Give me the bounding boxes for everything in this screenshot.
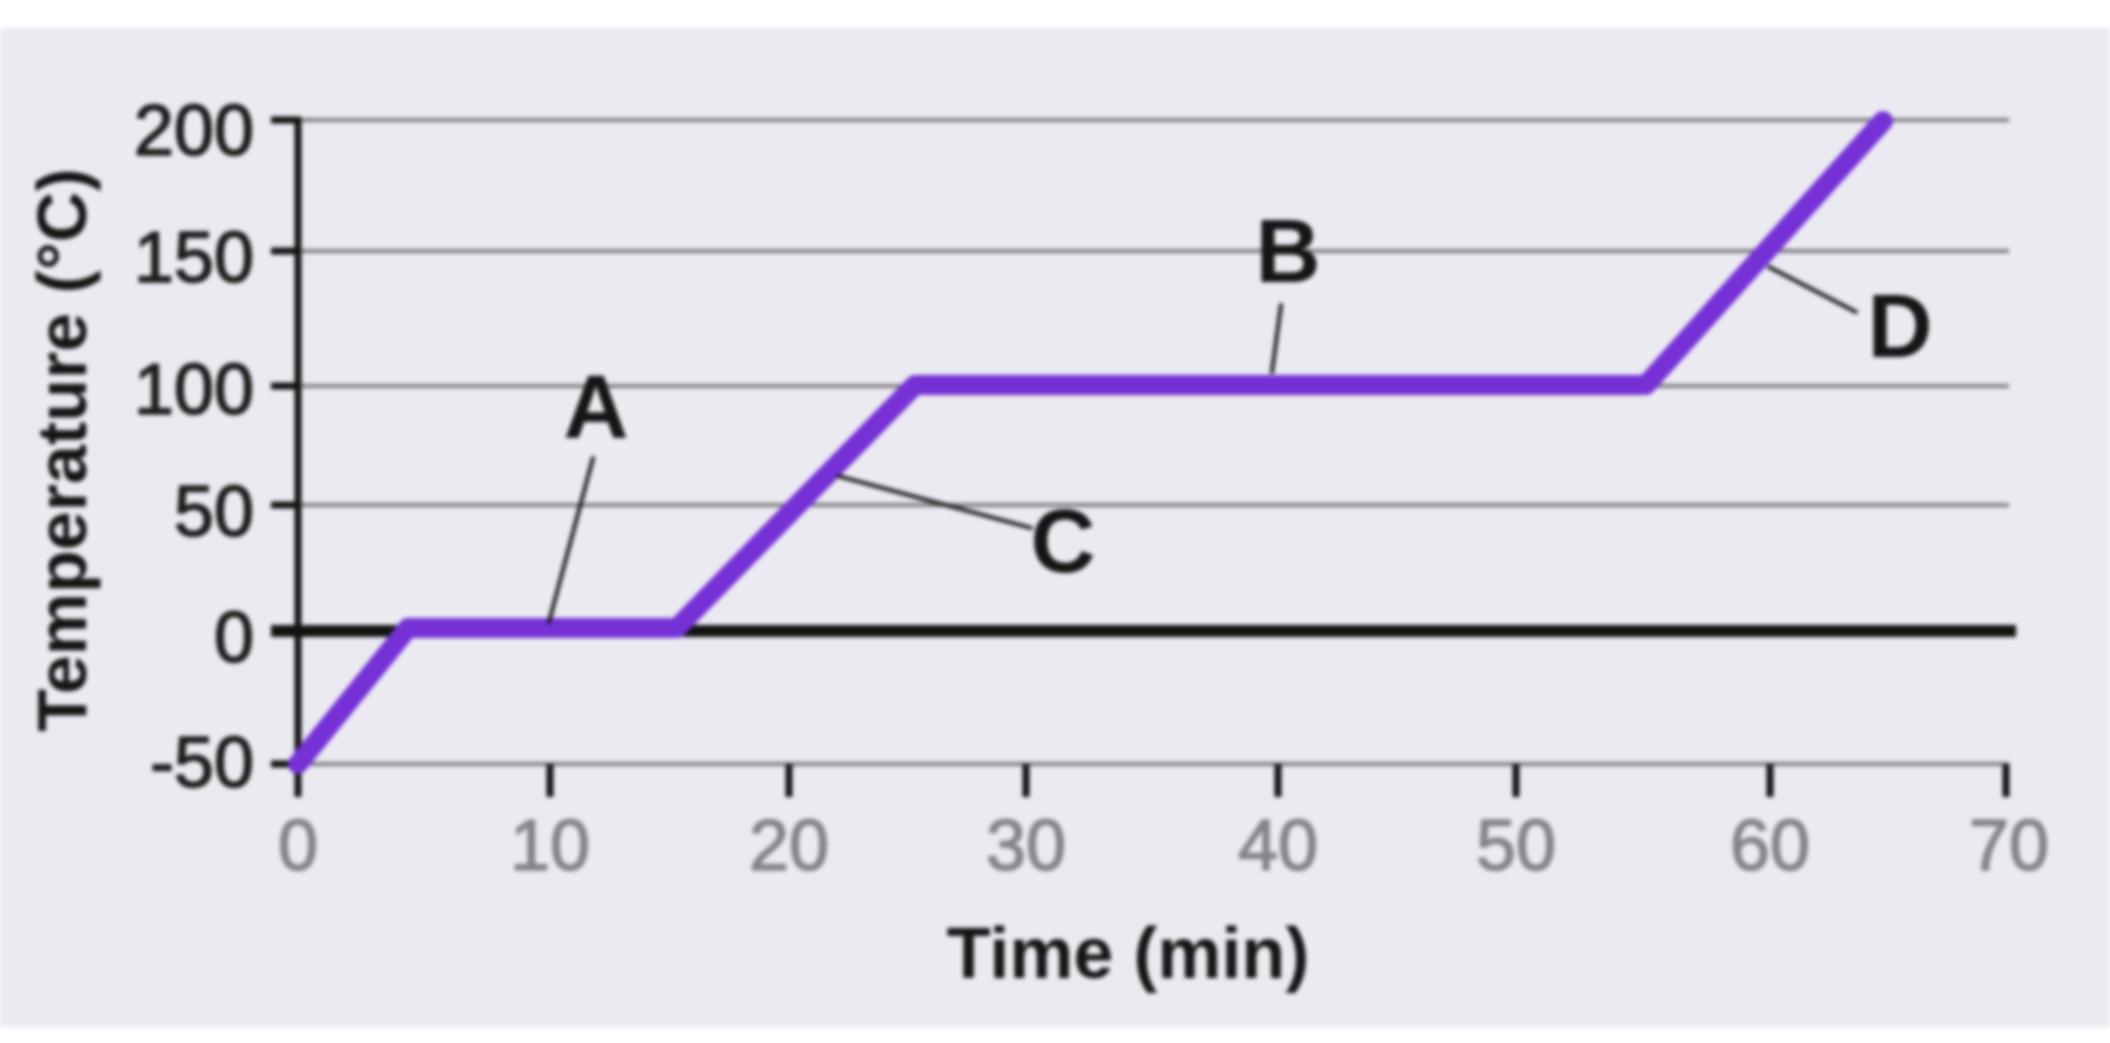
svg-text:60: 60 bbox=[1730, 806, 1810, 886]
svg-text:-50: -50 bbox=[150, 723, 254, 803]
svg-text:70: 70 bbox=[1969, 806, 2049, 886]
svg-text:150: 150 bbox=[134, 218, 254, 298]
svg-text:Temperature (°C): Temperature (°C) bbox=[23, 168, 101, 731]
svg-text:C: C bbox=[1031, 492, 1096, 592]
svg-text:10: 10 bbox=[510, 806, 590, 886]
svg-text:B: B bbox=[1256, 202, 1321, 302]
svg-text:100: 100 bbox=[134, 350, 254, 430]
svg-text:30: 30 bbox=[986, 806, 1066, 886]
svg-text:Time (min): Time (min) bbox=[947, 914, 1310, 994]
svg-text:D: D bbox=[1868, 277, 1933, 377]
svg-text:50: 50 bbox=[1476, 806, 1556, 886]
svg-text:200: 200 bbox=[134, 91, 254, 171]
svg-text:40: 40 bbox=[1238, 806, 1318, 886]
svg-text:0: 0 bbox=[278, 806, 318, 886]
svg-text:20: 20 bbox=[749, 806, 829, 886]
svg-text:50: 50 bbox=[174, 472, 254, 552]
svg-text:A: A bbox=[564, 358, 629, 458]
svg-text:0: 0 bbox=[214, 598, 254, 678]
